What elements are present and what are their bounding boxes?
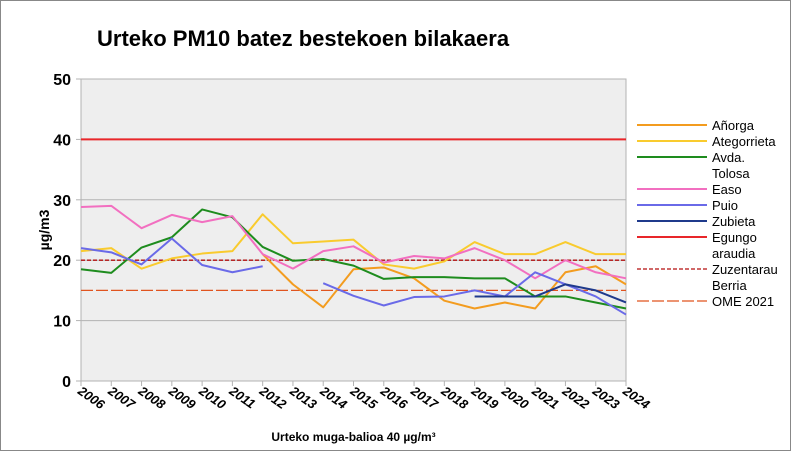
- legend-label: Añorga: [712, 118, 755, 133]
- x-tick-label: 2009: [165, 383, 199, 413]
- legend-label: Zuzentarau: [712, 262, 778, 277]
- x-tick-label: 2008: [135, 383, 169, 413]
- x-tick-label: 2013: [286, 383, 320, 413]
- x-axis-caption: Urteko muga-balioa 40 µg/m³: [271, 430, 436, 444]
- y-tick-label: 0: [62, 374, 71, 391]
- series-line-puio: [322, 271, 627, 316]
- legend-label: Easo: [712, 182, 742, 197]
- x-tick-label: 2017: [408, 383, 442, 413]
- x-tick-label: 2014: [317, 383, 351, 413]
- x-tick-label: 2018: [438, 383, 472, 413]
- legend-label: Avda.: [712, 150, 745, 165]
- y-tick-label: 50: [53, 72, 71, 89]
- legend-label: OME 2021: [712, 294, 774, 309]
- x-tick-label: 2011: [226, 383, 258, 412]
- x-tick-label: 2006: [74, 383, 108, 413]
- y-tick-label: 40: [53, 132, 71, 149]
- legend-label: Puio: [712, 198, 738, 213]
- legend-label: Egungo: [712, 230, 757, 245]
- legend-label: Berria: [712, 278, 747, 293]
- y-tick-label: 10: [53, 314, 71, 331]
- x-tick-label: 2022: [559, 383, 593, 413]
- series-line-puio: [80, 237, 263, 274]
- x-tick-label: 2015: [347, 383, 381, 413]
- y-tick-label: 20: [53, 253, 71, 270]
- x-tick-label: 2024: [619, 383, 653, 413]
- series-line-zubieta: [474, 283, 627, 304]
- legend-label: araudia: [712, 246, 756, 261]
- x-tick-label: 2021: [529, 383, 562, 412]
- legend-label: Zubieta: [712, 214, 756, 229]
- plot-area: [80, 78, 627, 382]
- series-line-a-orga: [261, 253, 627, 310]
- x-tick-label: 2012: [256, 383, 290, 413]
- y-axis-label: µg/m3: [36, 209, 52, 250]
- x-tick-label: 2023: [589, 383, 623, 413]
- x-tick-label: 2007: [105, 383, 139, 413]
- x-tick-label: 2010: [196, 383, 230, 413]
- x-tick-label: 2016: [377, 383, 411, 413]
- legend-label: Ategorrieta: [712, 134, 776, 149]
- series-line-easo: [80, 204, 627, 280]
- series-line-ategorrieta: [80, 213, 626, 270]
- chart-title: Urteko PM10 batez bestekoen bilakaera: [97, 26, 510, 51]
- x-tick-label: 2020: [498, 383, 532, 413]
- x-tick-label: 2019: [468, 383, 502, 413]
- y-tick-label: 30: [53, 193, 71, 210]
- legend-label: Tolosa: [712, 166, 750, 181]
